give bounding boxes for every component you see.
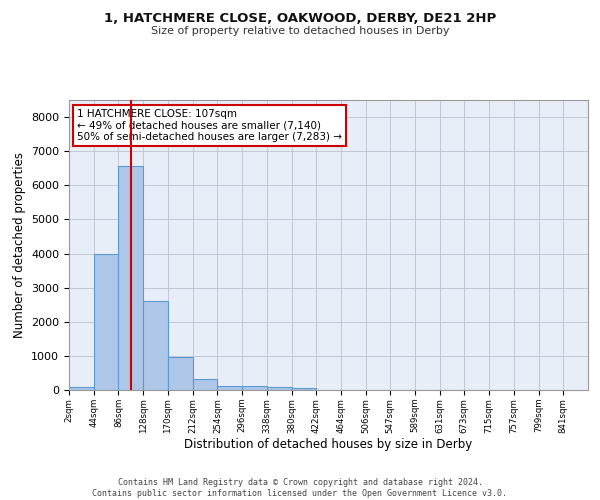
Bar xyxy=(168,357,193,390)
Text: 1 HATCHMERE CLOSE: 107sqm
← 49% of detached houses are smaller (7,140)
50% of se: 1 HATCHMERE CLOSE: 107sqm ← 49% of detac… xyxy=(77,108,342,142)
X-axis label: Distribution of detached houses by size in Derby: Distribution of detached houses by size … xyxy=(184,438,473,451)
Bar xyxy=(118,166,143,390)
Bar xyxy=(94,254,118,390)
Bar xyxy=(292,388,316,390)
Y-axis label: Number of detached properties: Number of detached properties xyxy=(13,152,26,338)
Bar xyxy=(143,300,168,390)
Text: Contains HM Land Registry data © Crown copyright and database right 2024.
Contai: Contains HM Land Registry data © Crown c… xyxy=(92,478,508,498)
Bar xyxy=(242,386,267,390)
Bar xyxy=(193,380,217,390)
Text: 1, HATCHMERE CLOSE, OAKWOOD, DERBY, DE21 2HP: 1, HATCHMERE CLOSE, OAKWOOD, DERBY, DE21… xyxy=(104,12,496,26)
Bar xyxy=(267,387,292,390)
Bar xyxy=(217,386,242,390)
Text: Size of property relative to detached houses in Derby: Size of property relative to detached ho… xyxy=(151,26,449,36)
Bar xyxy=(69,388,94,390)
